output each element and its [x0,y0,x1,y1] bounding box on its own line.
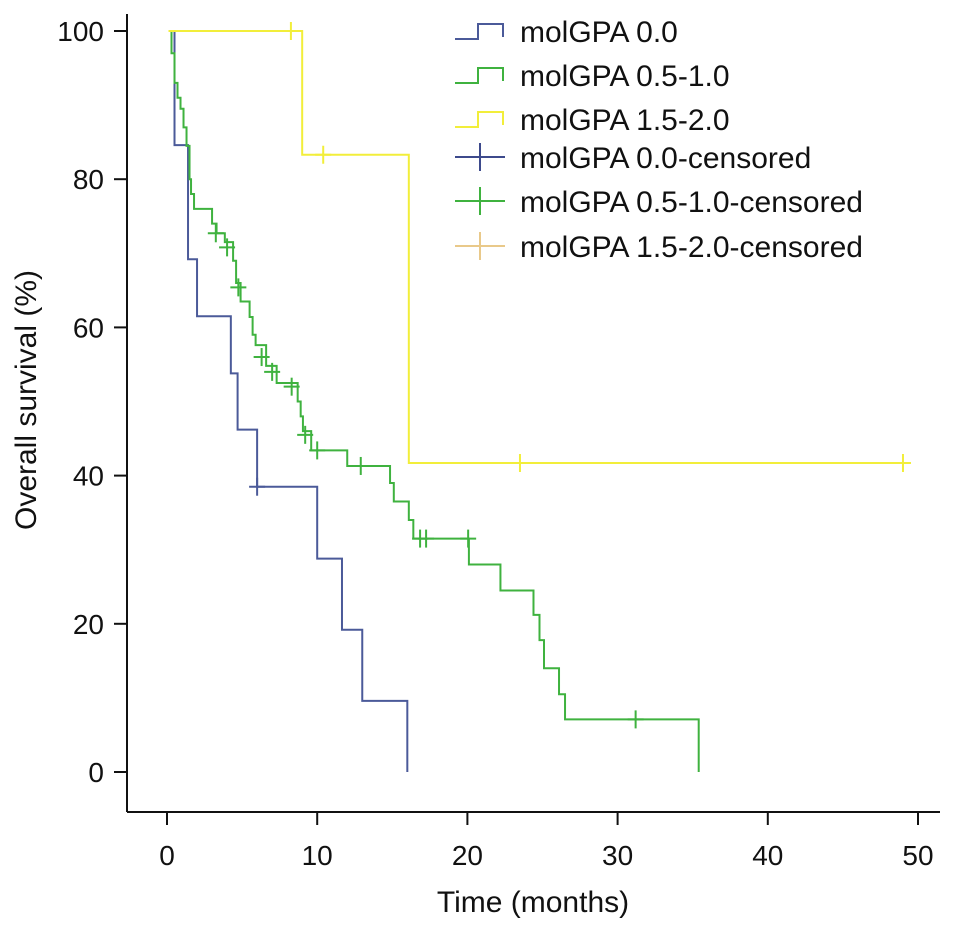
legend-step-icon [455,67,504,84]
axes [126,14,940,813]
x-tick-label: 20 [452,840,483,871]
legend-label: molGPA 1.5-2.0-censored [520,231,863,264]
legend-label: molGPA 0.0-censored [520,142,811,175]
y-tick-label: 20 [73,609,104,640]
y-tick-label: 80 [73,164,104,195]
y-tick-label: 0 [88,757,104,788]
x-tick-label: 10 [302,840,333,871]
legend-label: molGPA 0.0 [520,16,678,49]
y-tick-label: 100 [57,16,104,47]
survival-curve-molgpa-0-5-1-0 [168,30,700,772]
y-tick-label: 60 [73,312,104,343]
legend-label: molGPA 0.5-1.0 [520,60,730,93]
y-axis-label: Overall survival (%) [10,270,43,530]
x-ticks: 0 10 20 30 40 50 [159,812,934,871]
x-tick-label: 40 [752,840,783,871]
x-tick-label: 0 [159,840,175,871]
x-tick-label: 50 [902,840,933,871]
x-tick-label: 30 [602,840,633,871]
survival-curve-molgpa-0-0 [171,30,409,772]
y-ticks: 0 20 40 60 80 100 [57,16,127,788]
legend-step-icon [455,111,504,128]
y-tick-label: 40 [73,461,104,492]
legend-label: molGPA 0.5-1.0-censored [520,186,863,219]
survival-curve-molgpa-1-5-2-0 [168,30,908,465]
legend-label: molGPA 1.5-2.0 [520,104,730,137]
legend: molGPA 0.0 molGPA 0.5-1.0 molGPA 1.5-2.0 mo… [455,16,863,264]
x-axis-label: Time (months) [437,886,629,919]
legend-step-icon [455,23,504,40]
survival-curves [168,22,911,772]
